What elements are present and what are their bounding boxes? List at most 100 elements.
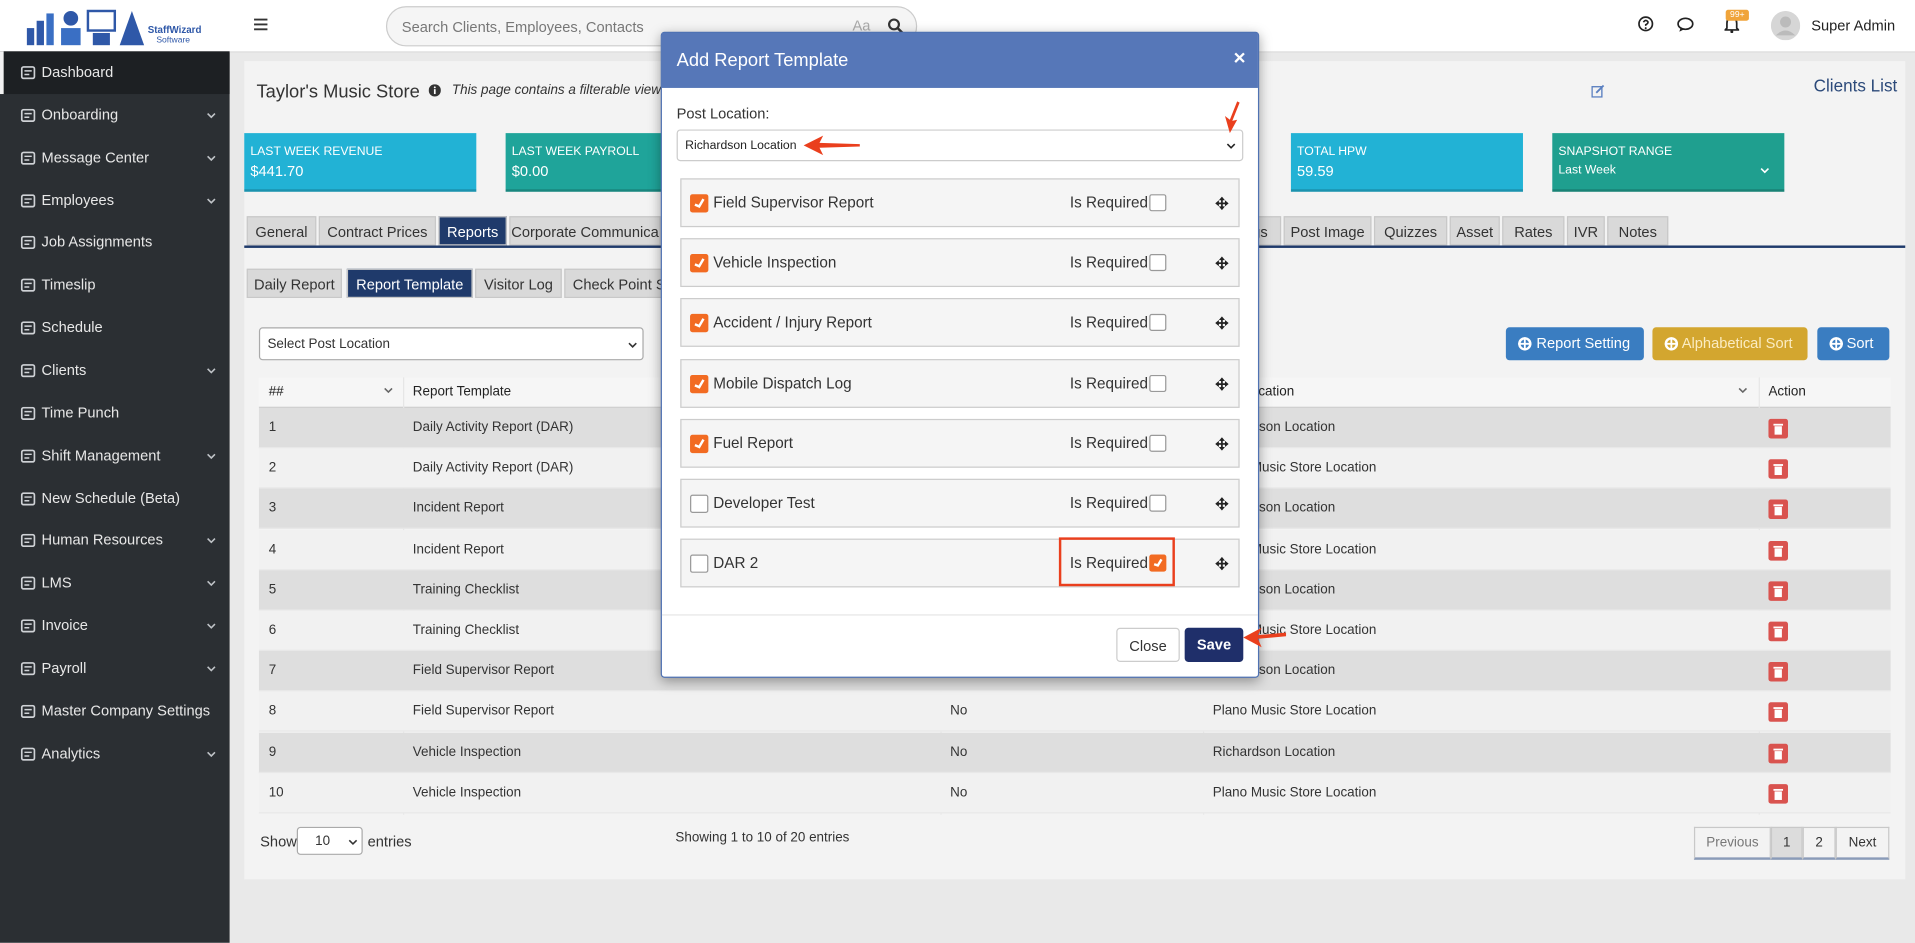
- table-cell: 5: [268, 582, 277, 597]
- delete-button[interactable]: [1768, 783, 1788, 804]
- checkbox[interactable]: [690, 374, 709, 393]
- checkbox[interactable]: [1149, 374, 1167, 392]
- logo-art: [26, 9, 145, 46]
- checkbox[interactable]: [690, 434, 709, 453]
- sidebar-item[interactable]: Shift Management: [0, 434, 230, 477]
- tab[interactable]: IVR: [1566, 216, 1605, 246]
- toolbar-button[interactable]: Report Setting: [1505, 327, 1644, 361]
- trash-icon: [1773, 707, 1784, 719]
- pagination-button[interactable]: Next: [1835, 826, 1890, 860]
- check-mark: [1153, 558, 1163, 568]
- toolbar-button[interactable]: Alphabetical Sort: [1652, 327, 1808, 361]
- delete-button[interactable]: [1768, 459, 1788, 479]
- icon-part: [26, 28, 35, 46]
- delete-button[interactable]: [1768, 702, 1788, 723]
- tab[interactable]: Quizzes: [1373, 216, 1448, 246]
- column-header[interactable]: ##: [268, 384, 284, 400]
- sidebar-item[interactable]: Message Center: [0, 136, 230, 179]
- sidebar-item[interactable]: Schedule: [0, 307, 230, 350]
- template-item[interactable]: Vehicle Inspection Is Required: [680, 238, 1240, 288]
- checkbox[interactable]: [1149, 194, 1167, 212]
- icon-part: [1677, 17, 1694, 31]
- tab[interactable]: Reports: [438, 216, 507, 246]
- checkbox[interactable]: [690, 194, 709, 213]
- tab[interactable]: Rates: [1502, 216, 1565, 246]
- checkbox[interactable]: [1149, 314, 1167, 332]
- delete-button[interactable]: [1768, 662, 1788, 682]
- sidebar-item[interactable]: Human Resources: [0, 519, 230, 562]
- pagination-button[interactable]: Previous: [1693, 826, 1771, 860]
- delete-button[interactable]: [1768, 540, 1788, 561]
- sidebar-item[interactable]: Invoice: [0, 605, 230, 648]
- post-location-filter[interactable]: Select Post Location: [258, 327, 644, 361]
- location-select[interactable]: Richardson Location: [676, 129, 1244, 162]
- user-name[interactable]: Super Admin: [1811, 17, 1896, 35]
- sidebar-item[interactable]: Employees: [0, 179, 230, 222]
- tab[interactable]: General: [246, 216, 317, 246]
- column-header[interactable]: Action: [1768, 384, 1806, 400]
- page-size-select[interactable]: 10: [296, 826, 363, 855]
- tab[interactable]: Corporate Communica: [509, 216, 661, 246]
- template-item[interactable]: Accident / Injury Report Is Required: [680, 298, 1240, 348]
- icon-part: [1642, 19, 1649, 26]
- table-cell: 10: [268, 785, 284, 800]
- template-item[interactable]: Developer Test Is Required: [680, 478, 1240, 528]
- sidebar-item[interactable]: LMS: [0, 562, 230, 605]
- pagination-button[interactable]: 1: [1770, 826, 1803, 860]
- chevron-icon: [207, 155, 216, 161]
- pagination-button[interactable]: 2: [1802, 826, 1836, 860]
- column-header[interactable]: Report Template: [412, 384, 512, 400]
- checkbox[interactable]: [690, 314, 709, 333]
- toolbar-button[interactable]: Sort: [1817, 327, 1890, 361]
- sidebar-item[interactable]: Analytics: [0, 732, 230, 775]
- delete-button[interactable]: [1768, 499, 1788, 520]
- sidebar-item[interactable]: Master Company Settings: [0, 690, 230, 733]
- sidebar-item[interactable]: Onboarding: [0, 94, 230, 137]
- subtab[interactable]: Report Template: [346, 268, 473, 298]
- delete-button[interactable]: [1768, 418, 1788, 439]
- sidebar-icon: [20, 619, 36, 633]
- checkbox[interactable]: [1149, 434, 1167, 452]
- delete-button[interactable]: [1768, 621, 1788, 642]
- tab[interactable]: Notes: [1607, 216, 1669, 246]
- trash-icon: [1773, 585, 1784, 597]
- clients-list-link[interactable]: Clients List: [1813, 75, 1898, 96]
- modal-close-icon[interactable]: ×: [1233, 46, 1246, 70]
- tab[interactable]: Post Image: [1283, 216, 1372, 246]
- subtab[interactable]: Daily Report: [246, 268, 342, 298]
- icon-part: [1773, 707, 1784, 710]
- icon-part: [207, 751, 216, 757]
- stat-value[interactable]: Last Week: [1558, 163, 1616, 178]
- template-item[interactable]: Field Supervisor Report Is Required: [680, 178, 1240, 228]
- icon-part: [1217, 199, 1227, 208]
- checkbox[interactable]: [1149, 554, 1167, 572]
- tab[interactable]: Contract Prices: [318, 216, 437, 246]
- subtab[interactable]: Visitor Log: [475, 268, 562, 298]
- sidebar-item[interactable]: Dashboard: [0, 51, 230, 95]
- checkbox[interactable]: [1149, 494, 1167, 512]
- subtab[interactable]: Check Point S: [564, 268, 675, 298]
- delete-button[interactable]: [1768, 743, 1788, 763]
- icon-part: [24, 751, 32, 757]
- checkbox[interactable]: [690, 254, 709, 273]
- notification-badge: 99+: [1725, 9, 1749, 21]
- save-button[interactable]: Save: [1184, 627, 1244, 662]
- sidebar-item[interactable]: Timeslip: [0, 264, 230, 307]
- sidebar-item[interactable]: Time Punch: [0, 392, 230, 435]
- modal-footer-line: [661, 614, 1258, 616]
- stat-value: 59.59: [1297, 162, 1334, 180]
- template-item[interactable]: Fuel Report Is Required: [680, 418, 1240, 468]
- checkbox[interactable]: [690, 554, 709, 574]
- template-item[interactable]: DAR 2 Is Required: [680, 538, 1240, 588]
- tab[interactable]: Asset: [1449, 216, 1500, 246]
- close-button[interactable]: Close: [1116, 627, 1180, 662]
- sidebar-item[interactable]: Payroll: [0, 647, 230, 690]
- delete-button[interactable]: [1768, 581, 1788, 601]
- show-text: Show: [260, 832, 297, 851]
- sidebar-item[interactable]: Clients: [0, 349, 230, 392]
- sidebar-item[interactable]: New Schedule (Beta): [0, 477, 230, 520]
- checkbox[interactable]: [690, 494, 709, 513]
- checkbox[interactable]: [1149, 254, 1167, 272]
- sidebar-item[interactable]: Job Assignments: [0, 222, 230, 265]
- template-item[interactable]: Mobile Dispatch Log Is Required: [680, 358, 1240, 408]
